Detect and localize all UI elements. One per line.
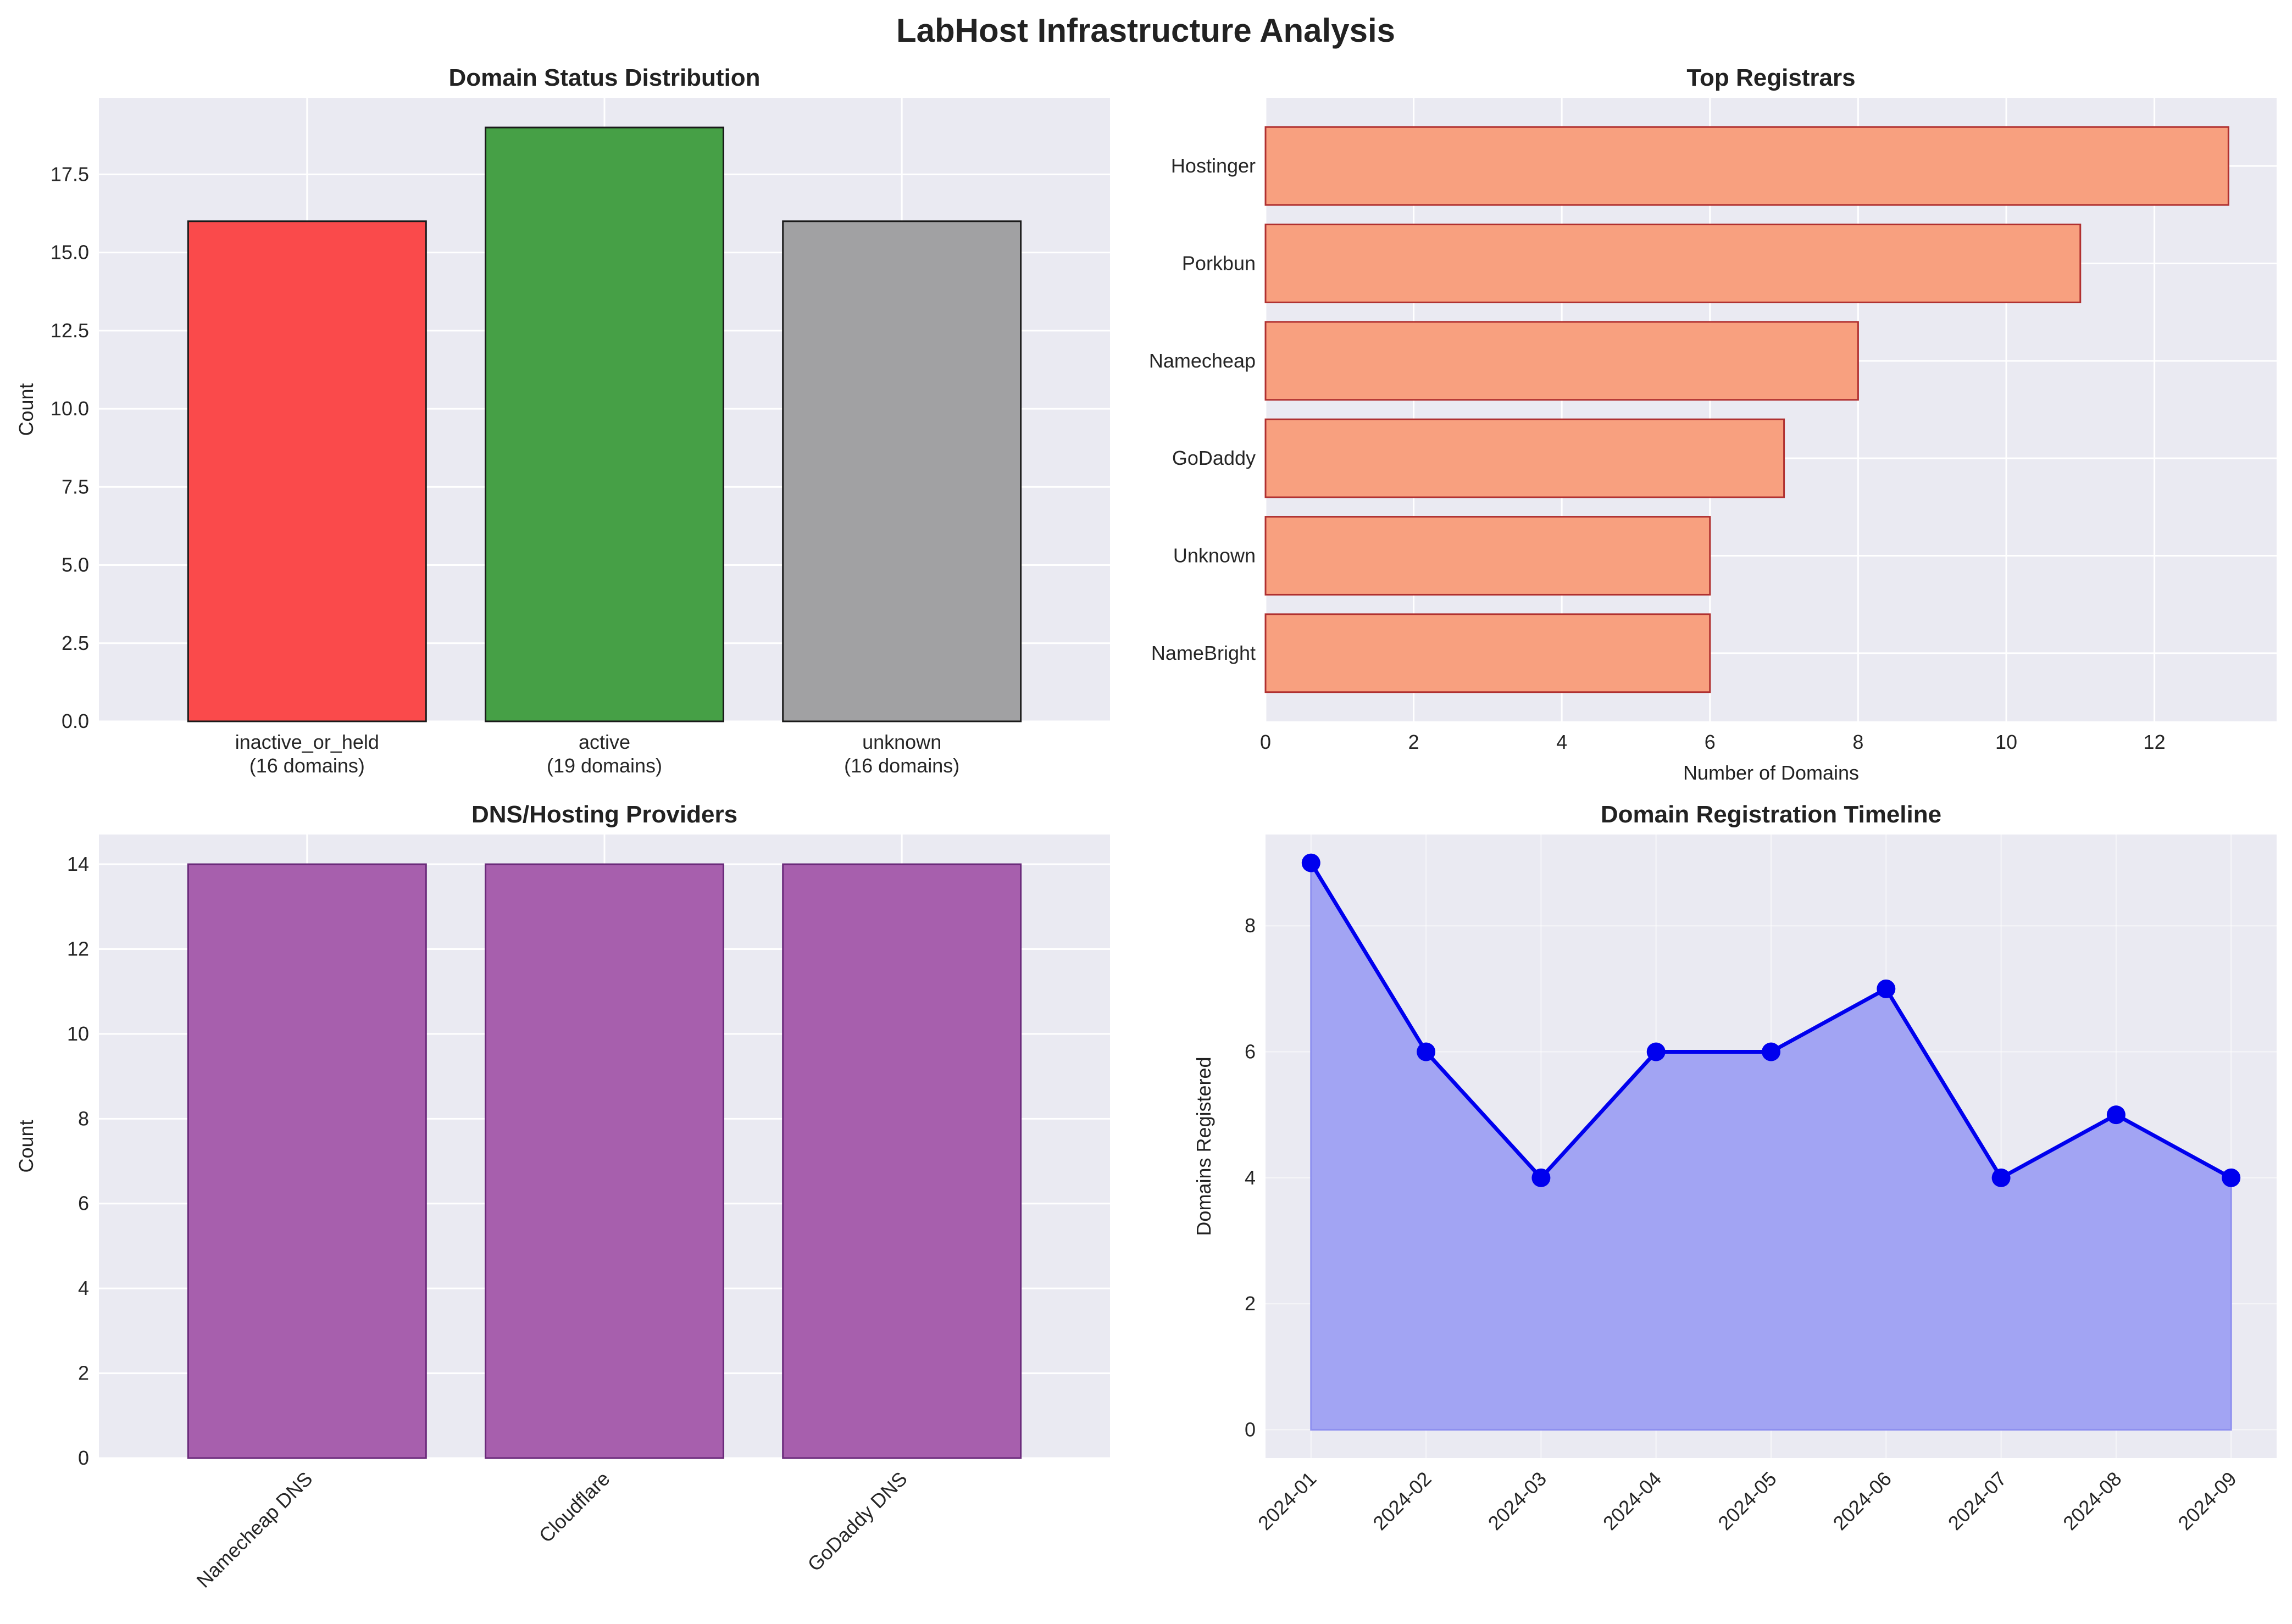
y-tick-label: 17.5 bbox=[51, 163, 89, 185]
x-tick-sublabel: (16 domains) bbox=[844, 754, 959, 777]
x-tick-label: unknown bbox=[862, 731, 941, 753]
data-point bbox=[1417, 1042, 1436, 1061]
bar-cloudflare bbox=[485, 863, 724, 1459]
y-tick-label: 7.5 bbox=[62, 475, 89, 498]
bar-namecheap-dns bbox=[187, 863, 427, 1459]
y-axis-label: Domains Registered bbox=[1192, 1056, 1215, 1236]
y-tick-label: 2 bbox=[78, 1362, 89, 1384]
x-tick-label: 2 bbox=[1408, 731, 1419, 753]
y-tick-label: Porkbun bbox=[1182, 252, 1256, 274]
y-tick-label: Hostinger bbox=[1171, 154, 1256, 177]
bar-namecheap bbox=[1264, 321, 1859, 401]
data-point bbox=[1301, 853, 1320, 872]
data-point bbox=[1877, 979, 1896, 998]
y-tick-label: 5.0 bbox=[62, 554, 89, 576]
y-tick-label: 10.0 bbox=[51, 397, 89, 420]
figure-title: LabHost Infrastructure Analysis bbox=[896, 12, 1395, 49]
data-point bbox=[1531, 1168, 1551, 1187]
y-tick-label: 10 bbox=[67, 1022, 89, 1045]
bar-godaddy bbox=[1264, 418, 1785, 498]
chart-title: Domain Registration Timeline bbox=[1601, 801, 1941, 828]
x-tick-label: active bbox=[579, 731, 630, 753]
x-axis-label: Number of Domains bbox=[1683, 761, 1859, 784]
y-tick-label: 2.5 bbox=[62, 632, 89, 654]
y-tick-label: 4 bbox=[1245, 1166, 1256, 1189]
y-tick-label: NameBright bbox=[1151, 642, 1256, 664]
y-tick-label: 2 bbox=[1245, 1292, 1256, 1315]
data-point bbox=[1991, 1168, 2011, 1187]
y-tick-label: 6 bbox=[78, 1192, 89, 1215]
y-axis-label: Count bbox=[15, 1120, 37, 1172]
y-tick-label: GoDaddy bbox=[1172, 447, 1256, 469]
y-tick-label: 8 bbox=[1245, 914, 1256, 937]
x-tick-sublabel: (16 domains) bbox=[249, 754, 365, 777]
bar-godaddy-dns bbox=[782, 863, 1022, 1459]
y-tick-label: 14 bbox=[67, 853, 89, 875]
dns-providers-bar-chart: DNS/Hosting Providers02468101214Namechea… bbox=[15, 801, 1110, 1592]
y-tick-label: 12 bbox=[67, 937, 89, 960]
x-tick-label: inactive_or_held bbox=[235, 731, 379, 753]
bar-porkbun bbox=[1264, 224, 2082, 303]
y-tick-label: 4 bbox=[78, 1277, 89, 1299]
x-tick-label: 0 bbox=[1260, 731, 1271, 753]
chart-title: DNS/Hosting Providers bbox=[471, 801, 737, 828]
y-tick-label: 0.0 bbox=[62, 710, 89, 732]
y-tick-label: 15.0 bbox=[51, 241, 89, 264]
chart-title: Top Registrars bbox=[1686, 64, 1855, 91]
x-tick-label: 4 bbox=[1556, 731, 1567, 753]
y-tick-label: 0 bbox=[78, 1447, 89, 1469]
data-point bbox=[1762, 1042, 1780, 1061]
y-tick-label: 6 bbox=[1245, 1041, 1256, 1063]
data-point bbox=[1646, 1042, 1666, 1061]
y-tick-label: 12.5 bbox=[51, 319, 89, 342]
bar-hostinger bbox=[1264, 126, 2229, 206]
bar-active bbox=[485, 126, 724, 722]
bar-inactive-or-held bbox=[187, 220, 427, 722]
bar-unknown bbox=[1264, 516, 1711, 596]
x-tick-label: 8 bbox=[1852, 731, 1863, 753]
status-bar-chart: Domain Status Distribution 0.0 2.5 5.0 7.5 10… bbox=[15, 64, 1110, 777]
y-axis-label: Count bbox=[15, 383, 37, 436]
registrars-bar-chart: Top Registrars 0 2 4 6 8 10 12 Hostinger Porkbun N… bbox=[1149, 64, 2277, 784]
data-point bbox=[2106, 1105, 2125, 1125]
x-tick-label: 10 bbox=[1995, 731, 2017, 753]
y-tick-label: Namecheap bbox=[1149, 349, 1256, 372]
y-tick-label: 8 bbox=[78, 1107, 89, 1130]
registration-timeline-chart: Domain Registration Timeline024682024-01… bbox=[1192, 801, 2277, 1534]
y-tick-label: Unknown bbox=[1173, 544, 1256, 567]
y-tick-label: 0 bbox=[1245, 1418, 1256, 1441]
x-tick-label: 6 bbox=[1705, 731, 1716, 753]
bar-namebright bbox=[1264, 613, 1711, 693]
chart-title: Domain Status Distribution bbox=[448, 64, 760, 91]
bar-unknown bbox=[782, 220, 1022, 722]
data-point bbox=[2222, 1168, 2241, 1187]
x-tick-sublabel: (19 domains) bbox=[547, 754, 662, 777]
x-tick-label: 12 bbox=[2144, 731, 2166, 753]
